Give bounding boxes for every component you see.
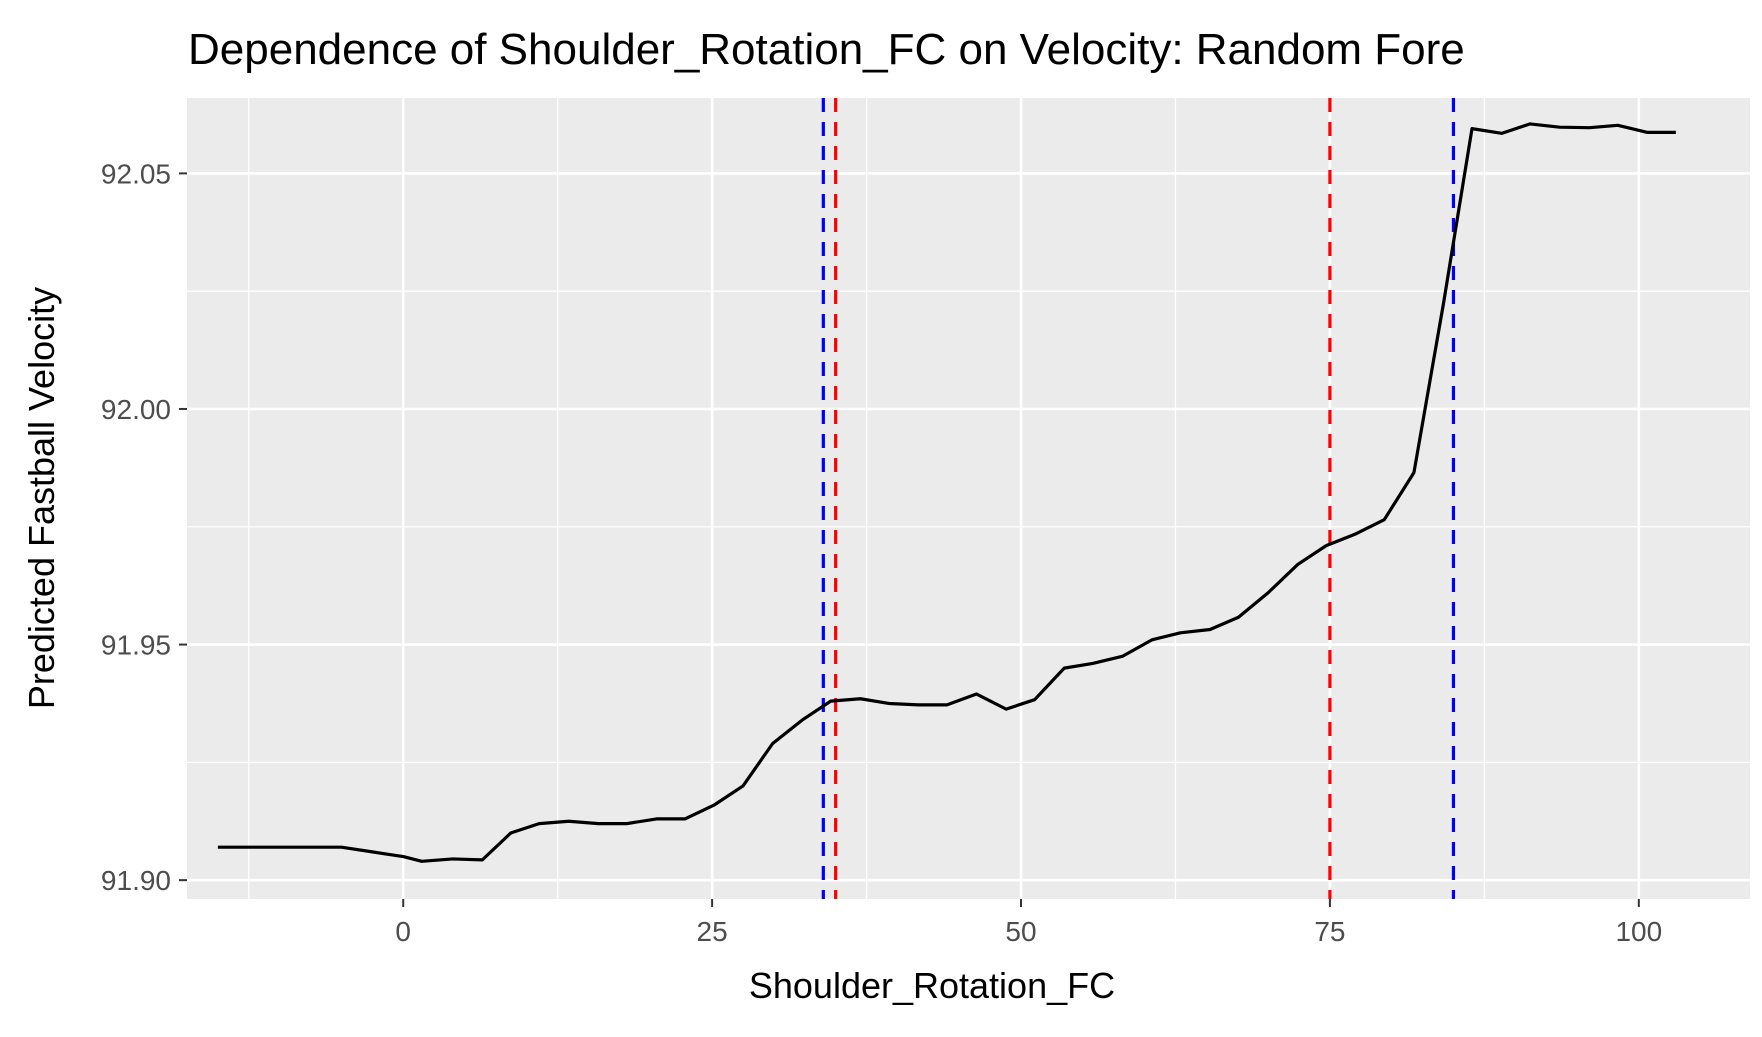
y-tick-label: 91.90 — [101, 865, 171, 896]
x-tick-label: 75 — [1314, 916, 1345, 947]
reference-lines — [821, 98, 1456, 899]
y-axis-title: Predicted Fastball Velocity — [21, 287, 62, 709]
x-tick-label: 0 — [395, 916, 411, 947]
y-tick-label: 92.05 — [101, 158, 171, 189]
x-axis-title: Shoulder_Rotation_FC — [749, 965, 1115, 1006]
chart-title: Dependence of Shoulder_Rotation_FC on Ve… — [188, 25, 1465, 74]
x-tick-label: 25 — [697, 916, 728, 947]
x-tick-label: 100 — [1615, 916, 1662, 947]
y-tick-label: 91.95 — [101, 630, 171, 661]
plot-panel — [187, 98, 1750, 899]
axis-layer: 0 25 50 75 100 91.90 91.95 92.00 92.05 — [101, 158, 1662, 947]
series-layer — [217, 122, 1676, 863]
series-line — [217, 122, 1676, 863]
x-tick-label: 50 — [1005, 916, 1036, 947]
y-tick-label: 92.00 — [101, 394, 171, 425]
